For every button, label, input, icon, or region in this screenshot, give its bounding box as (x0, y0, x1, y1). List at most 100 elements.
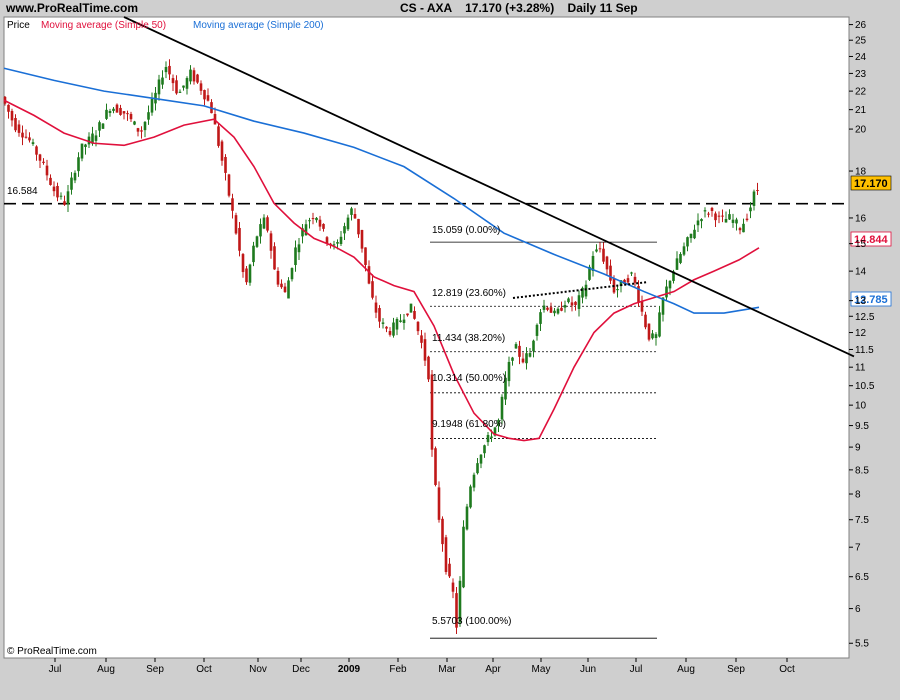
candle-body-9 (35, 146, 38, 155)
candles (3, 59, 759, 634)
trendline (123, 16, 855, 358)
candle-body-27 (98, 122, 101, 131)
candle-body-90 (318, 219, 322, 227)
legend-ma50: Moving average (Simple 50) (41, 20, 166, 31)
candle-body-47 (168, 65, 171, 75)
candle-body-198 (696, 220, 700, 226)
y-tick-label-17: 15 (855, 239, 867, 250)
candle-body-200 (703, 210, 707, 212)
candle-body-23 (84, 144, 87, 148)
last-value-badges: 17.170 14.844 12.785 (850, 175, 892, 307)
x-tick-label-10: May (532, 664, 551, 675)
candle-body-50 (178, 91, 182, 93)
candle-body-162 (570, 302, 574, 306)
candle-body-138 (486, 434, 490, 443)
candle-body-25 (91, 133, 94, 144)
candle-body-205 (721, 215, 724, 217)
candle-body-129 (455, 593, 458, 628)
candle-body-31 (112, 108, 115, 111)
candle-body-97 (343, 226, 346, 234)
candle-body-14 (52, 186, 56, 192)
fib-label-4: 9.1948 (61.80%) (432, 419, 506, 430)
candle-body-214 (752, 191, 756, 206)
candle-body-57 (203, 90, 206, 100)
candle-body-88 (311, 218, 315, 220)
x-tick-label-2: Sep (146, 664, 164, 675)
x-tick-label-3: Oct (196, 664, 212, 675)
candle-body-1 (7, 104, 10, 112)
candle-body-15 (56, 185, 59, 198)
fib-label-3: 10.314 (50.00%) (432, 373, 506, 384)
candle-body-133 (469, 486, 472, 508)
candle-body-134 (472, 474, 476, 488)
y-tick-label-14: 12.5 (855, 312, 875, 323)
candle-body-203 (714, 213, 717, 221)
candle-body-29 (105, 109, 108, 119)
candle-body-204 (717, 215, 721, 217)
candle-body-151 (532, 340, 535, 352)
y-tick-label-13: 12 (855, 328, 867, 339)
y-tick-label-22: 22 (855, 87, 867, 98)
chart-title: CS - AXA 17.170 (+3.28%) Daily 11 Sep (400, 0, 638, 17)
y-tick-label-6: 8.5 (855, 465, 869, 476)
candle-body-69 (245, 268, 248, 283)
candle-body-116 (409, 303, 413, 313)
y-tick-label-1: 6 (855, 604, 861, 615)
candle-body-208 (731, 219, 735, 223)
fib-label-0: 15.059 (0.00%) (432, 225, 500, 236)
candle-body-30 (108, 110, 112, 114)
candle-body-72 (255, 236, 259, 247)
candle-body-55 (196, 74, 199, 83)
candle-body-201 (707, 213, 710, 215)
candle-body-6 (24, 136, 28, 138)
candle-body-77 (273, 246, 276, 270)
candle-body-135 (476, 463, 479, 474)
candle-body-139 (490, 436, 493, 438)
candle-body-199 (700, 219, 703, 222)
x-tick-label-1: Aug (97, 664, 115, 675)
x-tick-label-12: Jul (630, 664, 643, 675)
candle-body-149 (525, 353, 528, 364)
candle-body-147 (518, 345, 521, 357)
candle-body-196 (689, 233, 693, 239)
ma50-badge (850, 231, 892, 247)
candle-body-95 (336, 242, 339, 244)
candle-body-207 (728, 214, 731, 220)
candle-body-121 (427, 356, 430, 380)
candle-body-40 (143, 121, 147, 131)
x-tick-label-4: Nov (249, 664, 267, 675)
candle-body-145 (511, 357, 514, 361)
y-tick-label-3: 7 (855, 543, 861, 554)
candle-body-185 (651, 333, 654, 339)
candle-body-179 (630, 272, 633, 274)
x-tick-label-0: Jul (49, 664, 62, 675)
candle-body-148 (521, 358, 525, 363)
candle-body-4 (17, 124, 21, 133)
candle-body-46 (164, 66, 168, 73)
candle-body-182 (640, 300, 644, 312)
period-label: Daily (567, 1, 597, 15)
candle-body-150 (528, 353, 532, 357)
x-axis: Jul Aug Sep Oct Nov Dec 2009 Feb Mar Apr May Jun Jul… (49, 658, 795, 675)
candle-body-113 (399, 320, 402, 322)
candle-body-63 (224, 156, 227, 173)
candle-body-215 (756, 190, 759, 192)
candle-body-92 (325, 237, 329, 244)
candle-body-36 (129, 113, 133, 120)
candle-body-44 (157, 79, 161, 95)
candle-body-32 (115, 104, 119, 113)
candle-body-38 (136, 128, 140, 132)
y-tick-label-26: 26 (855, 20, 867, 31)
y-tick-label-23: 23 (855, 69, 867, 80)
candle-body-206 (724, 218, 728, 223)
candle-body-89 (315, 217, 318, 221)
candle-body-170 (598, 248, 602, 250)
candle-body-210 (738, 228, 742, 231)
candle-body-212 (745, 218, 749, 221)
candle-body-26 (94, 135, 98, 141)
date-label: 11 Sep (599, 1, 638, 15)
candle-body-164 (577, 295, 581, 309)
y-tick-label-24: 24 (855, 52, 867, 63)
